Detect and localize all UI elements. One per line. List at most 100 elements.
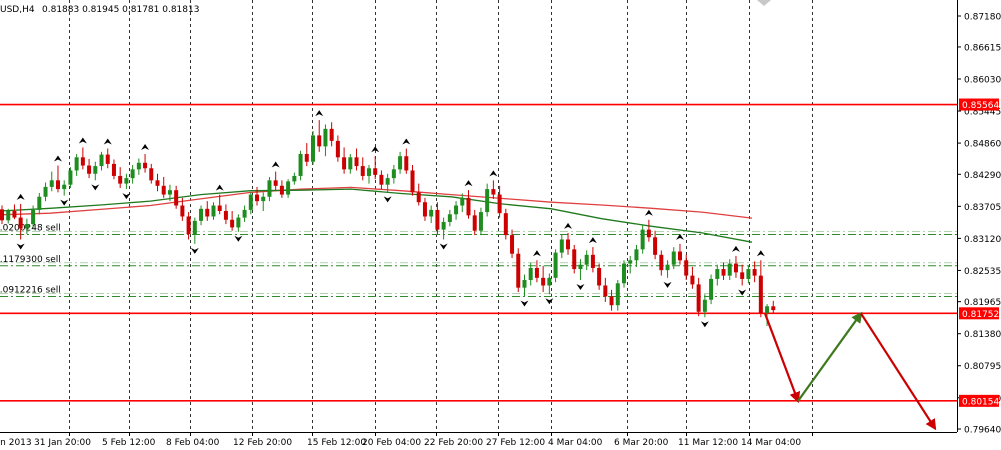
fractal-up-icon bbox=[588, 237, 597, 244]
candle-body bbox=[684, 260, 689, 276]
candle-body bbox=[733, 263, 738, 273]
candle-body bbox=[740, 272, 745, 279]
candle-body bbox=[167, 190, 172, 195]
fractal-down-icon bbox=[60, 199, 69, 206]
candles bbox=[0, 120, 776, 327]
candle-body bbox=[516, 253, 521, 288]
candle-body bbox=[236, 217, 241, 228]
candle-body bbox=[211, 205, 216, 217]
fractal-down-icon bbox=[576, 284, 585, 291]
price-tick-label: 0.82535 bbox=[964, 267, 1001, 277]
candle-body bbox=[553, 252, 558, 278]
candle-body bbox=[690, 275, 695, 285]
moving-averages bbox=[0, 186, 753, 243]
fractal-up-icon bbox=[564, 222, 573, 229]
time-tick-label: 8 Feb 04:00 bbox=[166, 438, 220, 448]
candle-body bbox=[559, 239, 564, 253]
candle-body bbox=[223, 210, 228, 220]
candle-body bbox=[603, 285, 608, 297]
candle-body bbox=[541, 277, 546, 286]
candle-body bbox=[155, 180, 160, 186]
fractal-down-icon bbox=[190, 247, 199, 254]
candle-body bbox=[74, 157, 79, 171]
candle-body bbox=[55, 180, 60, 190]
price-tick-label: 0.79640 bbox=[964, 426, 1001, 436]
ma-green-line bbox=[0, 188, 753, 243]
candle-body bbox=[342, 157, 347, 170]
level-tag-bg bbox=[959, 394, 999, 407]
fractal-up-icon bbox=[756, 250, 765, 257]
candle-body bbox=[335, 140, 340, 158]
fractal-down-icon bbox=[122, 193, 131, 200]
candle-body bbox=[447, 214, 452, 222]
fractal-up-icon bbox=[78, 137, 87, 144]
candle-body bbox=[87, 165, 92, 174]
price-tick-label: 0.83705 bbox=[964, 203, 1001, 213]
candle-body bbox=[217, 205, 222, 211]
candle-body bbox=[528, 267, 533, 281]
grid bbox=[69, 0, 813, 432]
price-tick-label: 0.81965 bbox=[964, 298, 1001, 308]
candle-body bbox=[242, 209, 247, 218]
candle-body bbox=[24, 224, 29, 229]
candle-body bbox=[0, 209, 4, 221]
candle-body bbox=[677, 251, 682, 261]
level-tag-bg bbox=[959, 307, 999, 320]
fractal-down-icon bbox=[700, 321, 709, 328]
ma-red-line bbox=[0, 186, 753, 219]
candle-body bbox=[12, 210, 17, 218]
candle-body bbox=[180, 205, 185, 217]
candle-body bbox=[765, 306, 770, 313]
candle-body bbox=[292, 175, 297, 182]
fractal-up-icon bbox=[215, 184, 224, 191]
level-tag-label: 0.85564 bbox=[962, 101, 999, 111]
chart-shift-marker-icon[interactable] bbox=[757, 0, 771, 6]
candle-body bbox=[267, 180, 272, 197]
candle-body bbox=[771, 306, 776, 311]
candle-body bbox=[702, 299, 707, 312]
candle-body bbox=[230, 219, 235, 228]
candle-body bbox=[18, 217, 23, 229]
candle-body bbox=[161, 185, 166, 195]
candle-body bbox=[590, 254, 595, 268]
candle-body bbox=[174, 190, 179, 206]
candle-body bbox=[298, 154, 303, 176]
candle-body bbox=[130, 169, 135, 179]
fractal-down-icon bbox=[439, 243, 448, 250]
candle-body bbox=[186, 216, 191, 235]
candle-body bbox=[622, 263, 626, 284]
level-tag-label: 0.81752 bbox=[962, 310, 999, 320]
fractal-up-icon bbox=[315, 110, 324, 117]
price-tick-label: 0.85445 bbox=[964, 108, 1001, 118]
forecast-arrow bbox=[797, 311, 863, 402]
fractal-up-icon bbox=[402, 138, 411, 145]
candle-body bbox=[522, 280, 527, 288]
candle-body bbox=[416, 192, 421, 203]
candle-body bbox=[366, 168, 371, 176]
candle-body bbox=[199, 208, 204, 221]
candle-body bbox=[578, 264, 583, 270]
fractal-up-icon bbox=[371, 146, 380, 153]
candle-body bbox=[572, 249, 577, 270]
candle-body bbox=[422, 202, 427, 217]
candle-body bbox=[659, 254, 664, 271]
candle-body bbox=[360, 166, 365, 176]
candle-body bbox=[534, 267, 539, 278]
order-label: 0.0912216 sell bbox=[0, 285, 61, 295]
level-tag-label: 0.80154 bbox=[962, 397, 999, 407]
candle-body bbox=[597, 267, 602, 286]
candle-body bbox=[124, 178, 129, 184]
candle-body bbox=[118, 175, 123, 184]
level-price-tags: 0.85564 0.81752 0.80154 bbox=[959, 98, 999, 407]
candle-body bbox=[111, 163, 116, 176]
candle-body bbox=[609, 296, 614, 306]
level-tag-bg bbox=[959, 98, 999, 111]
candle-body bbox=[478, 212, 483, 231]
candle-body bbox=[311, 135, 315, 162]
candle-body bbox=[454, 205, 459, 215]
candle-body bbox=[547, 277, 552, 286]
fractal-up-icon bbox=[464, 180, 473, 187]
candle-body bbox=[615, 283, 620, 306]
